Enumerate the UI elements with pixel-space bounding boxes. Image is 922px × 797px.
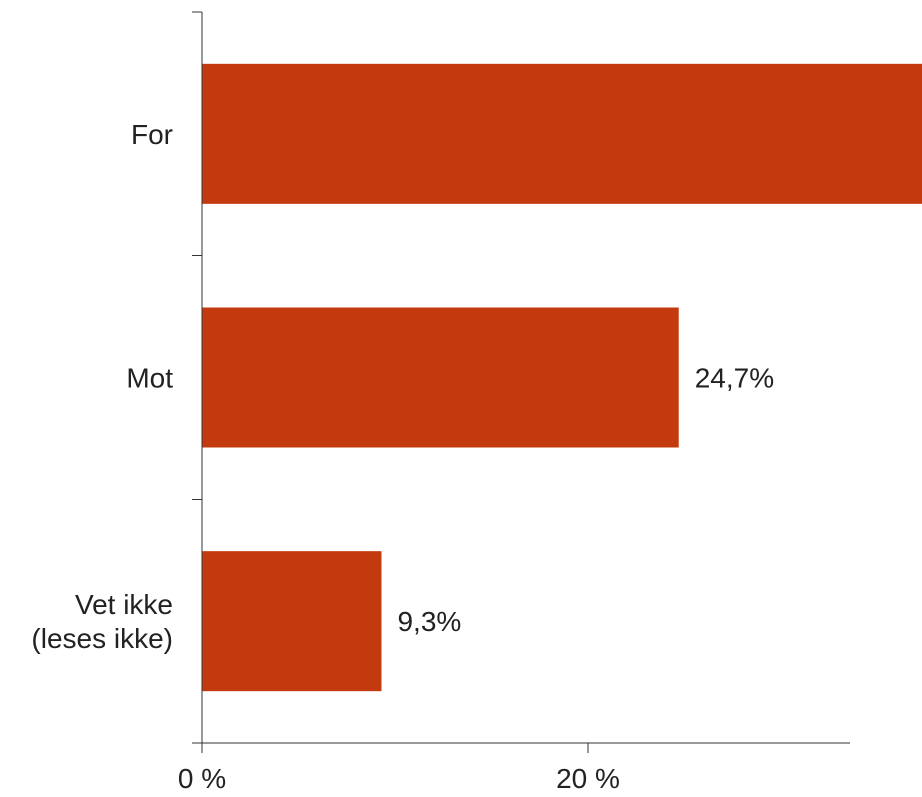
data-label-2: 9,3% [397, 606, 461, 637]
bar-2 [202, 551, 382, 692]
x-tick-label-1: 20 % [556, 763, 620, 794]
x-tick-label-0: 0 % [178, 763, 226, 794]
category-label-0: For [131, 119, 173, 150]
category-label-2-line-1: (leses ikke) [31, 623, 173, 654]
bars-group [202, 63, 922, 692]
axes-group [192, 11, 850, 753]
category-label-2-line-0: Vet ikke [75, 589, 173, 620]
category-label-1: Mot [126, 363, 173, 394]
data-label-1: 24,7% [695, 363, 774, 394]
bar-0 [202, 63, 922, 204]
bar-1 [202, 307, 679, 448]
